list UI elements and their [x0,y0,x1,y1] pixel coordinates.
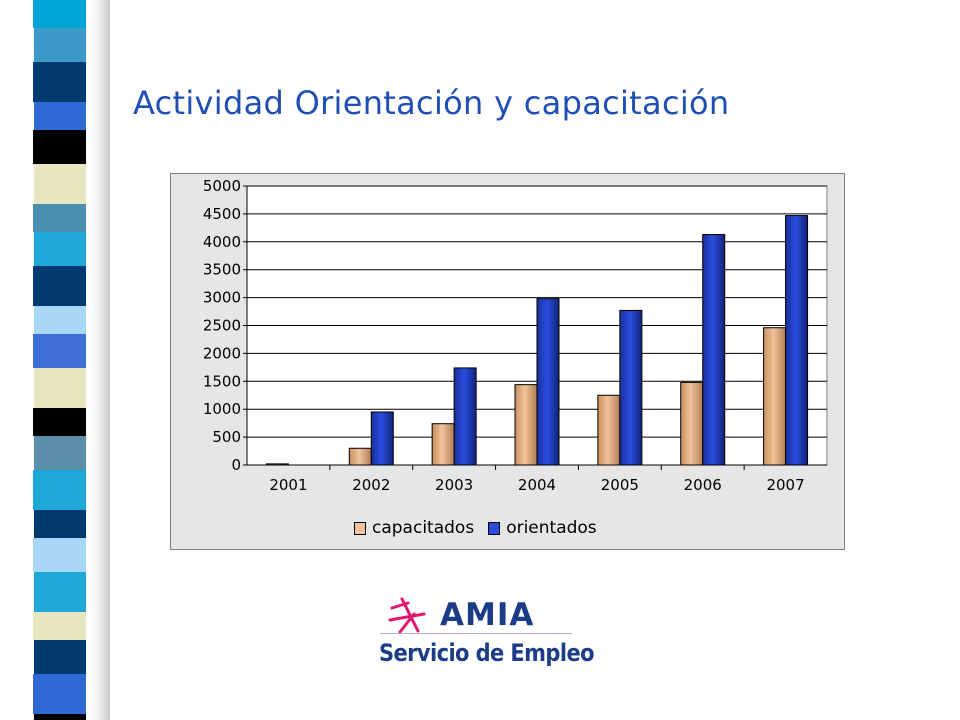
x-tick-label: 2003 [435,476,473,494]
bar-orientados-2004 [536,298,560,466]
x-tick-label: 2004 [518,476,556,494]
bar-orientados-2003 [453,367,477,466]
strip-block [33,334,86,368]
strip-block [33,470,86,510]
strip-block [34,164,86,204]
x-tick-label: 2007 [766,476,804,494]
bar-orientados-2007 [785,215,809,466]
strip-block [34,102,86,130]
y-tick-label: 0 [231,456,241,474]
strip-block [33,204,86,232]
strip-block [33,266,86,306]
strip-block [34,640,86,674]
x-tick-label: 2001 [269,476,307,494]
strip-block [33,0,86,28]
y-tick-label: 5000 [203,177,241,195]
legend-swatch-capacitados [354,521,366,535]
slide-title: Actividad Orientación y capacitación [133,84,730,122]
strip-block [33,62,86,102]
y-tick-label: 3000 [203,289,241,307]
strip-block [34,232,86,266]
amia-logo-mark [388,597,426,634]
bar-capacitados-2002 [348,447,372,466]
strip-block [34,572,86,612]
y-tick-label: 3500 [203,261,241,279]
strip-block [33,612,86,640]
y-tick-label: 1000 [203,400,241,418]
logo-name: AMIA [440,597,535,633]
x-tick-label: 2006 [684,476,722,494]
y-tick-label: 2000 [203,344,241,362]
bar-capacitados-2006 [680,381,704,466]
bar-capacitados-2005 [597,394,621,466]
strip-block [34,306,86,334]
strip-block [33,538,86,572]
bar-orientados-2005 [619,309,643,466]
strip-block [34,368,86,408]
bar-chart-svg: 0 500 1000 1500 2000 2500 3000 3500 4000 4500 5000… [203,177,828,494]
y-tick-label: 2500 [203,317,241,335]
logo-tagline: Servicio de Empleo [379,639,595,667]
strip-block [33,674,86,714]
x-tick-label: 2005 [601,476,639,494]
bar-capacitados-2001 [265,463,289,466]
legend-label-capacitados: capacitados [372,518,475,538]
legend-label-orientados: orientados [506,518,597,538]
legend-item-orientados: orientados [488,518,597,538]
bar-capacitados-2007 [763,327,787,466]
strip-block [34,510,86,538]
strip-block [34,436,86,470]
strip-block [34,28,86,62]
y-tick-label: 500 [212,428,241,446]
chart-legend: capacitados orientados [354,518,611,538]
strip-block [33,408,86,436]
bar-capacitados-2003 [431,423,455,466]
decorative-side-strip [33,0,110,720]
chart: 0 500 1000 1500 2000 2500 3000 3500 4000 4500 5000… [170,173,845,550]
bar-capacitados-2004 [514,384,538,466]
legend-swatch-orientados [488,521,501,535]
legend-item-capacitados: capacitados [354,518,474,538]
y-tick-label: 1500 [203,372,241,390]
strip-block [33,130,86,164]
x-tick-label: 2002 [352,476,390,494]
bar-orientados-2002 [370,411,394,466]
y-tick-label: 4500 [203,205,241,223]
bar-orientados-2006 [702,234,726,466]
strip-block [34,714,86,720]
y-tick-label: 4000 [203,233,241,251]
logo-divider [380,633,572,634]
